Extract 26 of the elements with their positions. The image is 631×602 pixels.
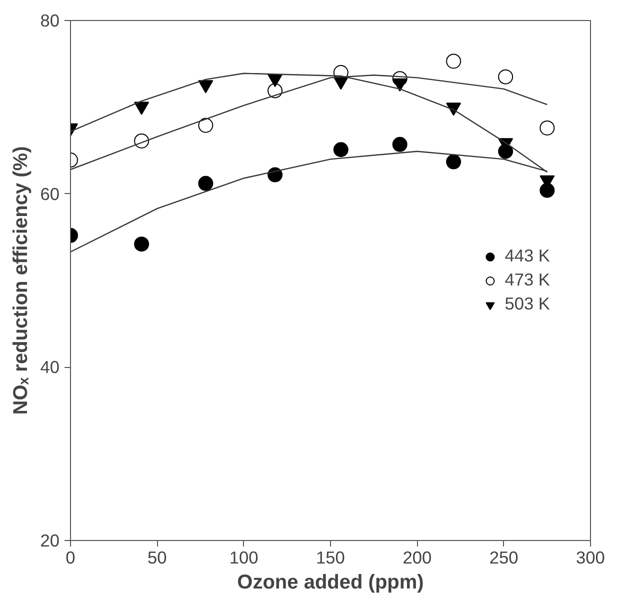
y-axis-title: NOₓ reduction efficiency (%)	[10, 146, 32, 415]
point	[446, 54, 462, 69]
x-axis-title: Ozone added (ppm)	[237, 572, 424, 594]
y-tick-label: 20	[40, 530, 60, 550]
x-tick-label: 150	[316, 548, 345, 568]
x-tick-label: 300	[576, 548, 605, 568]
point	[134, 236, 150, 252]
legend-label: 443 K	[504, 246, 550, 266]
x-tick-label: 50	[148, 548, 167, 568]
legend-label: 503 K	[504, 294, 550, 314]
y-tick-label: 60	[40, 184, 60, 204]
point	[333, 142, 348, 158]
point	[198, 176, 214, 191]
point	[498, 69, 514, 84]
x-tick-label: 0	[66, 548, 76, 568]
legend-label: 473 K	[504, 270, 550, 290]
y-tick-label: 40	[40, 357, 60, 378]
point	[392, 136, 408, 152]
point	[268, 167, 283, 182]
point	[446, 154, 462, 170]
x-tick-label: 200	[402, 548, 432, 568]
point	[540, 120, 555, 136]
x-tick-label: 250	[489, 548, 518, 568]
y-tick-label: 80	[40, 10, 60, 30]
point	[198, 118, 214, 133]
x-tick-label: 100	[229, 548, 258, 568]
